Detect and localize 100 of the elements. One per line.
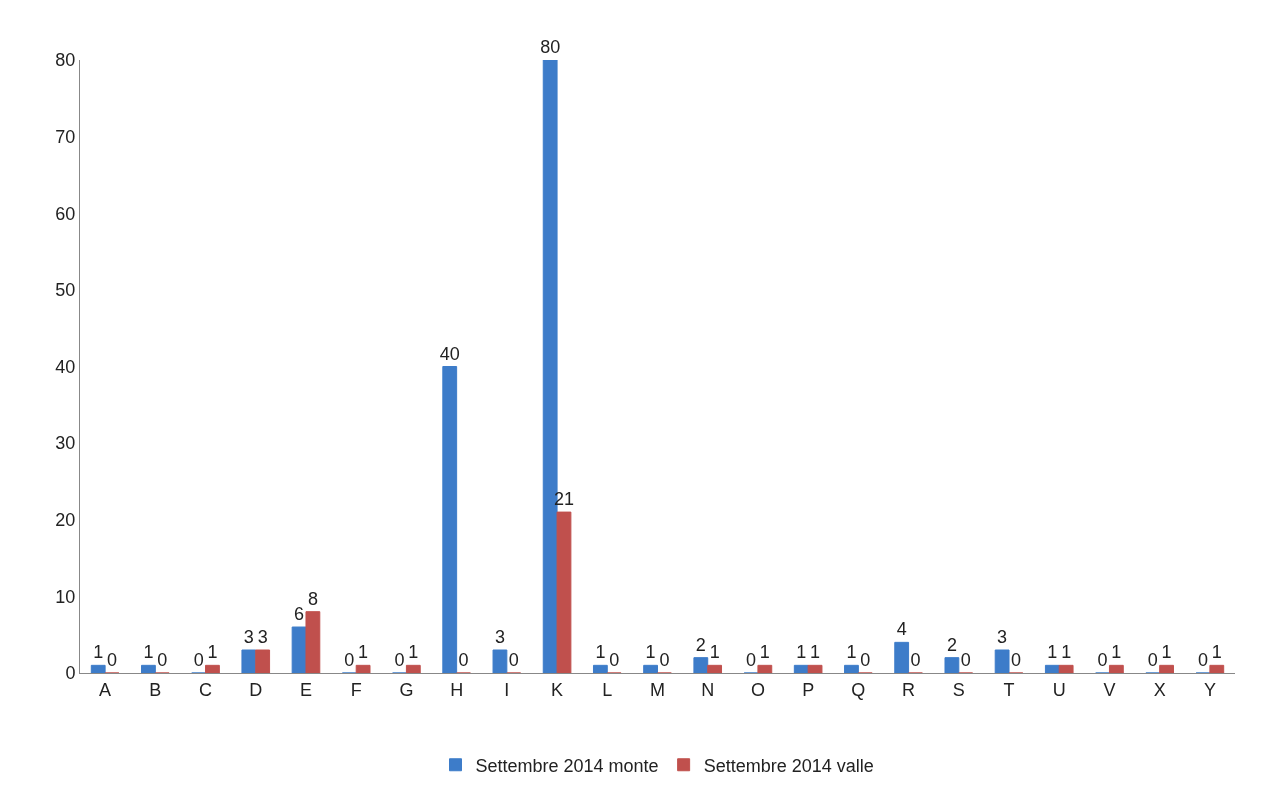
data-label: 2 — [946, 634, 957, 655]
data-label: 1 — [1061, 642, 1072, 663]
data-label: 1 — [1161, 642, 1172, 663]
data-label: 40 — [439, 343, 460, 364]
x-tick-label: L — [602, 679, 613, 700]
y-tick-label: 10 — [55, 586, 76, 607]
bar — [757, 664, 773, 673]
data-label: 3 — [257, 627, 268, 648]
data-label: 0 — [394, 650, 405, 670]
data-label: 1 — [408, 642, 419, 663]
data-label: 0 — [458, 650, 469, 670]
x-tick-label: T — [1003, 679, 1015, 700]
data-label: 0 — [659, 650, 670, 670]
data-label: 3 — [997, 627, 1008, 648]
data-label: 0 — [1010, 650, 1021, 670]
x-tick-label: A — [99, 679, 112, 700]
x-tick-label: B — [149, 679, 162, 700]
data-label: 8 — [307, 588, 318, 609]
x-tick-label: P — [802, 679, 815, 700]
bar — [1108, 664, 1124, 673]
data-label: 1 — [207, 642, 218, 663]
bar — [1159, 664, 1174, 673]
data-label: 80 — [540, 37, 561, 57]
x-tick-label: I — [504, 679, 510, 700]
x-tick-label: S — [952, 679, 965, 700]
data-label: 1 — [143, 642, 154, 663]
x-tick-label: R — [902, 679, 916, 700]
y-tick-label: 20 — [55, 510, 76, 531]
bar — [141, 664, 156, 673]
bar — [994, 649, 1010, 673]
bar — [592, 664, 608, 673]
data-label: 1 — [1211, 642, 1222, 663]
bar — [355, 664, 371, 673]
bar — [405, 664, 421, 673]
bar — [90, 664, 106, 673]
data-label: 2 — [695, 634, 706, 655]
bar — [1044, 664, 1060, 673]
x-tick-label: N — [701, 679, 715, 700]
bar — [807, 664, 823, 673]
data-label: 0 — [193, 650, 204, 670]
x-tick-label: K — [551, 679, 564, 700]
data-label: 0 — [609, 650, 620, 670]
y-tick-label: 80 — [55, 50, 76, 71]
x-tick-label: Y — [1203, 679, 1216, 700]
data-label: 1 — [1111, 642, 1122, 663]
bar — [556, 511, 572, 673]
bar — [305, 611, 321, 673]
data-label: 0 — [107, 650, 118, 670]
bar — [241, 649, 257, 673]
y-tick-label: 50 — [55, 280, 76, 301]
data-label: 3 — [243, 627, 254, 648]
data-label: 6 — [294, 604, 305, 625]
data-label: 1 — [93, 642, 104, 663]
data-label: 0 — [1197, 650, 1208, 670]
bar — [944, 657, 960, 673]
bar — [707, 664, 723, 673]
bar — [492, 649, 508, 673]
x-tick-label: E — [299, 679, 312, 700]
bar — [442, 366, 458, 673]
data-label: 1 — [810, 642, 821, 663]
y-tick-label: 70 — [55, 126, 76, 147]
y-tick-label: 60 — [55, 203, 76, 224]
data-label: 3 — [494, 627, 505, 648]
bar — [693, 657, 709, 673]
x-tick-label: V — [1103, 679, 1116, 700]
x-tick-label: D — [249, 679, 263, 700]
data-label: 0 — [960, 650, 971, 670]
data-label: 1 — [358, 642, 369, 663]
data-label: 4 — [896, 619, 907, 640]
y-tick-label: 30 — [55, 433, 76, 454]
data-label: 0 — [1097, 650, 1108, 670]
bar — [205, 664, 220, 673]
data-label: 0 — [344, 650, 355, 670]
y-tick-label: 0 — [65, 663, 76, 684]
x-tick-label: Q — [851, 679, 866, 700]
data-label: 0 — [746, 650, 757, 670]
x-tick-label: H — [450, 679, 464, 700]
bar — [1209, 664, 1225, 673]
x-tick-label: U — [1052, 679, 1066, 700]
data-label: 1 — [1047, 642, 1058, 663]
x-tick-label: G — [399, 679, 414, 700]
data-label: 1 — [709, 642, 720, 663]
data-label: 0 — [860, 650, 871, 670]
x-tick-label: O — [750, 679, 765, 700]
bar — [643, 664, 658, 673]
x-tick-label: F — [350, 679, 362, 700]
data-label: 0 — [157, 650, 168, 670]
x-tick-label: M — [650, 679, 665, 700]
bar — [1058, 664, 1074, 673]
bar — [255, 649, 271, 673]
bar — [844, 664, 859, 673]
x-tick-label: X — [1153, 679, 1166, 700]
legend-label: Settembre 2014 monte — [475, 755, 659, 776]
legend-label: Settembre 2014 valle — [703, 755, 874, 776]
bar — [894, 641, 910, 673]
data-label: 0 — [508, 650, 519, 670]
data-label: 0 — [910, 650, 921, 670]
data-label: 1 — [759, 642, 770, 663]
data-label: 1 — [645, 642, 656, 663]
data-label: 0 — [1147, 650, 1158, 670]
